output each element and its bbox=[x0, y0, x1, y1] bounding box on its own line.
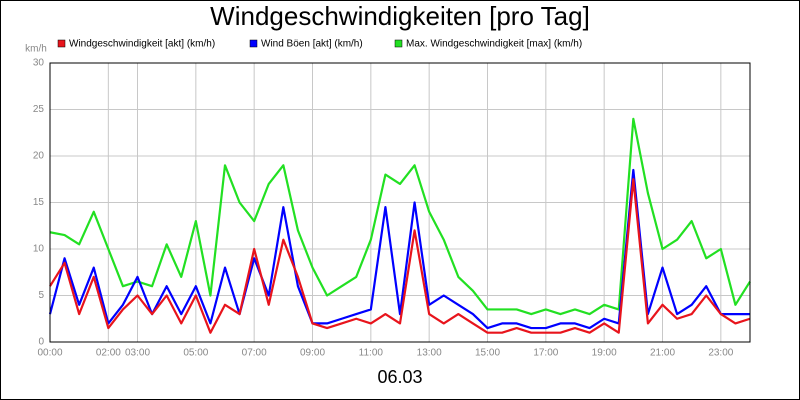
y-tick-label: 5 bbox=[38, 290, 44, 301]
series-line bbox=[49, 117, 751, 316]
y-tick-label: 10 bbox=[33, 244, 45, 255]
x-tick-label: 21:00 bbox=[650, 348, 675, 359]
y-tick-label: 0 bbox=[38, 337, 44, 348]
series-line bbox=[49, 178, 751, 334]
y-axis-label: km/h bbox=[25, 44, 47, 55]
chart-title: Windgeschwindigkeiten [pro Tag] bbox=[210, 1, 590, 31]
legend-swatch bbox=[394, 39, 403, 48]
plot-frame bbox=[49, 62, 751, 343]
y-tick-label: 25 bbox=[33, 104, 45, 115]
y-tick-label: 15 bbox=[33, 197, 45, 208]
x-tick-label: 17:00 bbox=[533, 348, 558, 359]
x-tick-label: 19:00 bbox=[592, 348, 617, 359]
grid bbox=[49, 62, 750, 343]
legend: Windgeschwindigkeit [akt] (km/h) Wind Böe… bbox=[57, 39, 582, 50]
x-tick-label: 15:00 bbox=[475, 348, 500, 359]
x-tick-label: 07:00 bbox=[242, 348, 267, 359]
x-tick-label: 03:00 bbox=[125, 348, 150, 359]
legend-swatch bbox=[57, 39, 66, 48]
legend-label: Max. Windgeschwindigkeit [max] (km/h) bbox=[406, 39, 582, 50]
legend-label: Windgeschwindigkeit [akt] (km/h) bbox=[69, 39, 215, 50]
y-tick-label: 30 bbox=[33, 58, 45, 69]
legend-swatch bbox=[249, 39, 258, 48]
x-tick-label: 23:00 bbox=[708, 348, 733, 359]
x-tick-label: 00:00 bbox=[37, 348, 62, 359]
x-tick-label: 13:00 bbox=[417, 348, 442, 359]
lines bbox=[48, 117, 751, 334]
x-tick-label: 09:00 bbox=[300, 348, 325, 359]
x-tick-label: 11:00 bbox=[359, 348, 384, 359]
x-tick-label: 05:00 bbox=[183, 348, 208, 359]
series-line bbox=[48, 168, 750, 330]
y-tick-label: 20 bbox=[33, 151, 45, 162]
x-axis-label: 06.03 bbox=[377, 367, 422, 387]
x-tick-label: 02:00 bbox=[96, 348, 121, 359]
legend-label: Wind Böen [akt] (km/h) bbox=[261, 39, 363, 50]
